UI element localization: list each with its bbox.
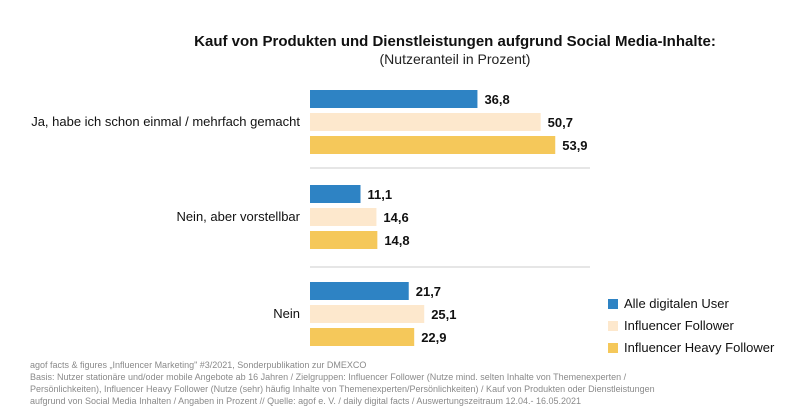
value-label-alle-digitalen-user-1: 36,8 xyxy=(484,92,509,107)
chart-subtitle: (Nutzeranteil in Prozent) xyxy=(380,51,531,67)
legend: Alle digitalen User Influencer Follower … xyxy=(608,296,775,355)
bar-alle-digitalen-user-1 xyxy=(310,90,478,108)
legend-label-influencer-heavy-follower: Influencer Heavy Follower xyxy=(624,340,775,355)
footnote-line-2: Basis: Nutzer stationäre und/oder mobile… xyxy=(30,372,627,382)
category-label-1: Ja, habe ich schon einmal / mehrfach gem… xyxy=(31,114,300,129)
footnote-line-1: agof facts & figures „Influencer Marketi… xyxy=(30,360,366,370)
footnote-line-4: aufgrund von Social Media Inhalten / Ang… xyxy=(30,396,581,406)
bar-influencer-follower-1 xyxy=(310,113,541,131)
legend-swatch-influencer-follower xyxy=(608,321,618,331)
footnote-line-3: Persönlichkeiten), Influencer Heavy Foll… xyxy=(30,384,655,394)
bar-alle-digitalen-user-2 xyxy=(310,185,361,203)
bar-influencer-follower-3 xyxy=(310,305,425,323)
value-label-alle-digitalen-user-3: 21,7 xyxy=(416,284,441,299)
value-label-alle-digitalen-user-2: 11,1 xyxy=(368,187,393,202)
bar-alle-digitalen-user-3 xyxy=(310,282,409,300)
value-label-influencer-follower-3: 25,1 xyxy=(431,307,456,322)
footnote: agof facts & figures „Influencer Marketi… xyxy=(30,360,655,406)
value-label-influencer-follower-2: 14,6 xyxy=(383,210,408,225)
bar-influencer-heavy-follower-1 xyxy=(310,136,556,154)
category-label-3: Nein xyxy=(273,306,300,321)
legend-label-alle-digitalen-user: Alle digitalen User xyxy=(624,296,729,311)
chart-title: Kauf von Produkten und Dienstleistungen … xyxy=(194,33,716,50)
bar-influencer-heavy-follower-2 xyxy=(310,231,378,249)
value-label-influencer-heavy-follower-1: 53,9 xyxy=(562,138,587,153)
value-label-influencer-heavy-follower-3: 22,9 xyxy=(421,330,446,345)
bar-influencer-follower-2 xyxy=(310,208,377,226)
legend-swatch-influencer-heavy-follower xyxy=(608,343,618,353)
bar-influencer-heavy-follower-3 xyxy=(310,328,415,346)
value-label-influencer-follower-1: 50,7 xyxy=(548,115,573,130)
bars-group: 36,8 50,7 53,9 11,1 14,6 14,8 21,7 25,1 22,9 xyxy=(310,90,588,346)
category-label-2: Nein, aber vorstellbar xyxy=(176,209,300,224)
category-labels: Ja, habe ich schon einmal / mehrfach gem… xyxy=(31,114,300,321)
value-label-influencer-heavy-follower-2: 14,8 xyxy=(384,233,409,248)
legend-swatch-alle-digitalen-user xyxy=(608,299,618,309)
legend-label-influencer-follower: Influencer Follower xyxy=(624,318,734,333)
